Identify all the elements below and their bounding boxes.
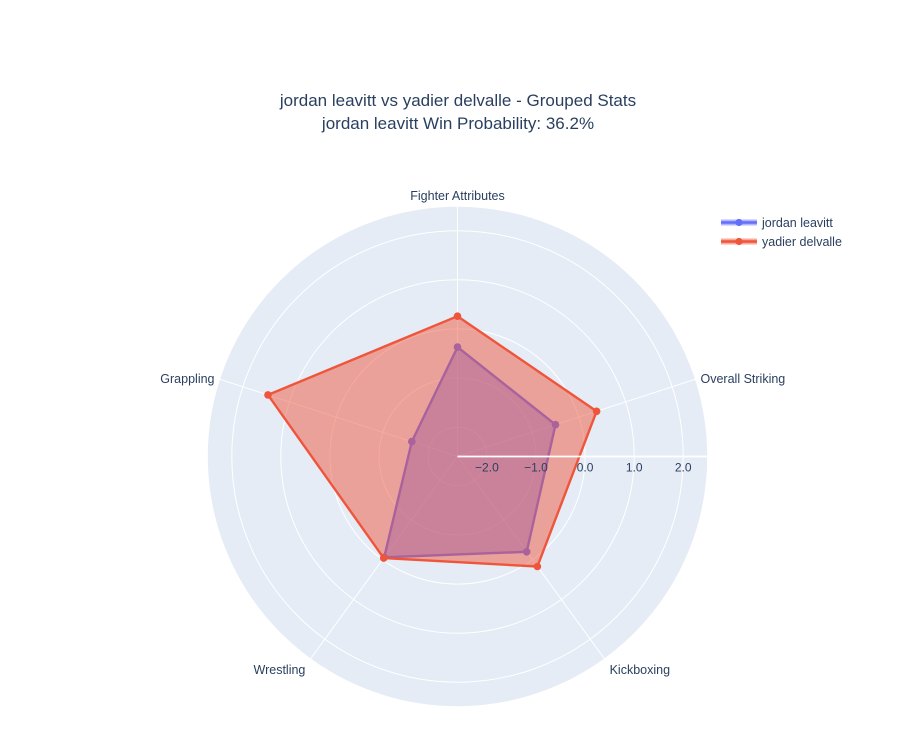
legend-swatch-yadier-delvalle [721, 237, 757, 246]
marker-yadier-delvalle-overall-striking [592, 407, 601, 416]
marker-yadier-delvalle-fighter-attributes [453, 312, 462, 321]
axis-label-kickboxing: Kickboxing [610, 663, 670, 677]
legend-swatch-jordan-leavitt [721, 218, 757, 227]
series-polygon-yadier-delvalle [266, 315, 598, 568]
marker-yadier-delvalle-kickboxing [533, 562, 542, 571]
chart-title-line2: jordan leavitt Win Probability: 36.2% [321, 114, 595, 133]
legend-label-jordan-leavitt: jordan leavitt [762, 215, 833, 230]
chart-title-line1: jordan leavitt vs yadier delvalle - Grou… [279, 91, 637, 110]
axis-label-overall-striking: Overall Striking [701, 372, 786, 386]
legend-item-jordan-leavitt[interactable]: jordan leavitt [721, 213, 842, 232]
axis-label-fighter-attributes: Fighter Attributes [410, 189, 505, 203]
radial-tick-label: 2.0 [675, 461, 692, 475]
marker-yadier-delvalle-wrestling [379, 554, 388, 562]
radial-tick-label: −1.0 [524, 461, 548, 475]
axis-label-grappling: Grappling [160, 372, 214, 386]
legend: jordan leavitt yadier delvalle [721, 213, 842, 251]
axis-label-wrestling: Wrestling [254, 663, 306, 677]
legend-label-yadier-delvalle: yadier delvalle [762, 234, 842, 249]
radial-tick-label: 1.0 [626, 461, 643, 475]
radial-tick-label: 0.0 [577, 461, 594, 475]
marker-yadier-delvalle-grappling [264, 391, 272, 399]
radial-tick-label: −2.0 [475, 461, 499, 475]
chart-title: jordan leavitt vs yadier delvalle - Grou… [280, 89, 636, 135]
legend-item-yadier-delvalle[interactable]: yadier delvalle [721, 232, 842, 251]
